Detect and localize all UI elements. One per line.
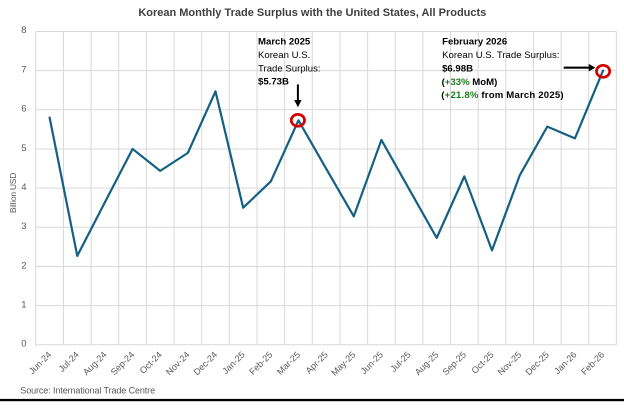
svg-text:(+33% MoM): (+33% MoM) — [442, 77, 498, 88]
svg-text:4: 4 — [21, 182, 26, 193]
svg-text:Korean Monthly Trade Surplus w: Korean Monthly Trade Surplus with the Un… — [138, 7, 486, 19]
svg-text:0: 0 — [21, 339, 26, 350]
svg-text:March 2025: March 2025 — [258, 37, 311, 48]
svg-text:6: 6 — [21, 104, 26, 115]
svg-text:7: 7 — [21, 64, 26, 75]
svg-text:$6.98B: $6.98B — [442, 63, 473, 74]
svg-text:Source: International Trade Ce: Source: International Trade Centre — [20, 386, 155, 396]
svg-text:Billion USD: Billion USD — [8, 173, 18, 213]
svg-text:Korean U.S.: Korean U.S. — [258, 50, 310, 61]
svg-text:$5.73B: $5.73B — [258, 77, 289, 88]
svg-text:2: 2 — [21, 260, 26, 271]
svg-text:February 2026: February 2026 — [442, 37, 507, 48]
svg-text:Korean U.S. Trade Surplus:: Korean U.S. Trade Surplus: — [442, 50, 559, 61]
svg-text:3: 3 — [21, 221, 26, 232]
svg-text:8: 8 — [21, 25, 26, 36]
svg-text:1: 1 — [21, 299, 26, 310]
svg-text:5: 5 — [21, 143, 26, 154]
svg-text:(+21.8% from March 2025): (+21.8% from March 2025) — [441, 90, 563, 101]
svg-text:Trade Surplus:: Trade Surplus: — [258, 63, 321, 74]
